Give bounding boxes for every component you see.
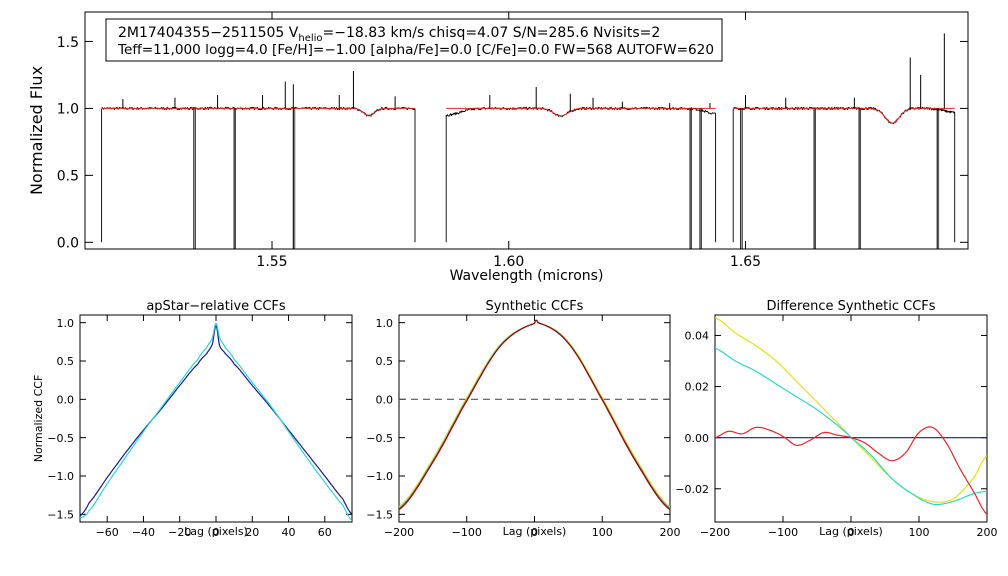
y-tick-label: 0.0	[376, 394, 394, 407]
x-tick-label: 1.65	[730, 254, 761, 270]
info-line-1-subscript: helio	[298, 33, 322, 44]
ccf-series-difference-3	[715, 426, 987, 515]
y-tick-label: 0.0	[57, 394, 75, 407]
y-tick-label: 0.00	[685, 432, 710, 445]
x-axis-label: Lag (pixels)	[819, 525, 883, 538]
x-tick-label: 1.60	[493, 254, 524, 270]
model-spectrum-line	[446, 107, 716, 117]
apstar-ccf-chart: −60 −40 −20 0 20 40 60 −1.5 −1.0 −0.5 0.0 0.5 1.0 apS…	[32, 299, 353, 539]
chart-title: apStar−relative CCFs	[146, 299, 286, 314]
plot-frame	[84, 11, 969, 250]
y-tick-label: 0.04	[685, 330, 710, 343]
x-tick-label: −100	[452, 526, 482, 539]
x-tick-label: 1.55	[256, 254, 287, 270]
info-line-1: 2M17404355−2511505 Vhelio=−18.83 km/s ch…	[118, 25, 660, 44]
synthetic-ccf-chart: −200 −100 0 100 200 −1.5 −1.0 −0.5 0.0 0.5 1.0 Synt…	[366, 299, 680, 539]
x-tick-label: −200	[700, 526, 730, 539]
y-tick-label: 1.5	[57, 35, 79, 51]
x-axis-label: Lag (pixels)	[503, 525, 567, 538]
chart-title: Synthetic CCFs	[486, 299, 584, 314]
x-tick-label: −60	[96, 526, 119, 539]
y-tick-label: 1.0	[376, 317, 394, 330]
y-tick-label: 0.5	[57, 355, 75, 368]
info-box	[105, 18, 723, 62]
x-tick-label: −200	[384, 526, 414, 539]
x-tick-label: 100	[909, 526, 930, 539]
y-tick-label: −0.02	[675, 483, 709, 496]
y-axis-label: Normalized Flux	[27, 66, 46, 195]
x-tick-label: −20	[168, 526, 191, 539]
chart-title: Difference Synthetic CCFs	[766, 299, 935, 314]
difference-ccf-chart: −200 −100 0 100 200 −0.02 0.00 0.02 0.04 Differen…	[675, 299, 997, 539]
ccf-series-visit-1	[80, 325, 352, 517]
y-tick-label: 1.0	[57, 102, 79, 118]
y-tick-label: 0.5	[57, 169, 79, 185]
y-tick-label: −1.5	[366, 509, 393, 522]
x-tick-label: 0	[213, 526, 220, 539]
x-tick-label: 60	[318, 526, 332, 539]
y-axis-label: Normalized CCF	[32, 375, 45, 463]
x-tick-label: 200	[660, 526, 681, 539]
x-tick-label: −100	[768, 526, 798, 539]
x-tick-label: −40	[132, 526, 155, 539]
model-spectrum-line	[101, 107, 415, 117]
y-tick-label: 1.0	[57, 317, 75, 330]
info-line-1-prefix: 2M17404355−2511505 V	[118, 25, 299, 41]
info-line-2: Teff=11,000 logg=4.0 [Fe/H]=−1.00 [alpha…	[117, 42, 714, 58]
y-tick-label: −1.0	[366, 470, 393, 483]
x-tick-label: 100	[592, 526, 613, 539]
model-spectrum-group	[101, 107, 955, 124]
y-tick-label: 0.5	[376, 355, 394, 368]
info-line-1-suffix: =−18.83 km/s chisq=4.07 S/N=285.6 Nvisit…	[323, 25, 661, 41]
y-tick-label: −0.5	[366, 432, 393, 445]
ccf-series-visit-2	[80, 322, 352, 521]
x-axis-label: Wavelength (microns)	[450, 268, 604, 284]
y-tick-label: −0.5	[47, 432, 74, 445]
x-tick-label: 40	[282, 526, 296, 539]
spectrum-chart: 1.55 1.60 1.65 0.0 0.5 1.0 1.5 Wavelength (micr…	[27, 11, 969, 284]
ccf-series-synthetic-4	[399, 319, 670, 511]
y-tick-label: −1.0	[47, 470, 74, 483]
x-axis-label: Lag (pixels)	[184, 525, 248, 538]
y-tick-label: 0.02	[685, 381, 710, 394]
y-tick-label: −1.5	[47, 509, 74, 522]
model-spectrum-line	[733, 107, 955, 124]
x-tick-label: 20	[245, 526, 259, 539]
x-tick-label: 0	[531, 526, 538, 539]
y-tick-label: 0.0	[57, 236, 79, 252]
x-tick-label: 200	[977, 526, 998, 539]
x-tick-label: 0	[848, 526, 855, 539]
